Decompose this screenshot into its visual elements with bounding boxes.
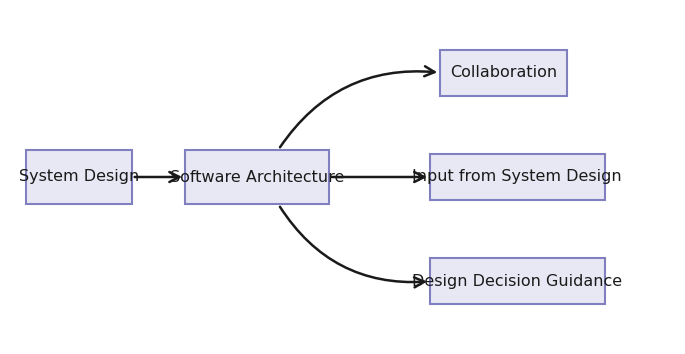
Text: System Design: System Design — [18, 170, 139, 184]
FancyBboxPatch shape — [185, 149, 329, 205]
Text: Design Decision Guidance: Design Decision Guidance — [412, 274, 622, 289]
FancyBboxPatch shape — [430, 154, 604, 200]
FancyBboxPatch shape — [26, 149, 132, 205]
FancyBboxPatch shape — [430, 258, 604, 304]
Text: Input from System Design: Input from System Design — [412, 170, 622, 184]
Text: Collaboration: Collaboration — [450, 65, 557, 80]
Text: Software Architecture: Software Architecture — [170, 170, 344, 184]
FancyBboxPatch shape — [440, 50, 566, 96]
